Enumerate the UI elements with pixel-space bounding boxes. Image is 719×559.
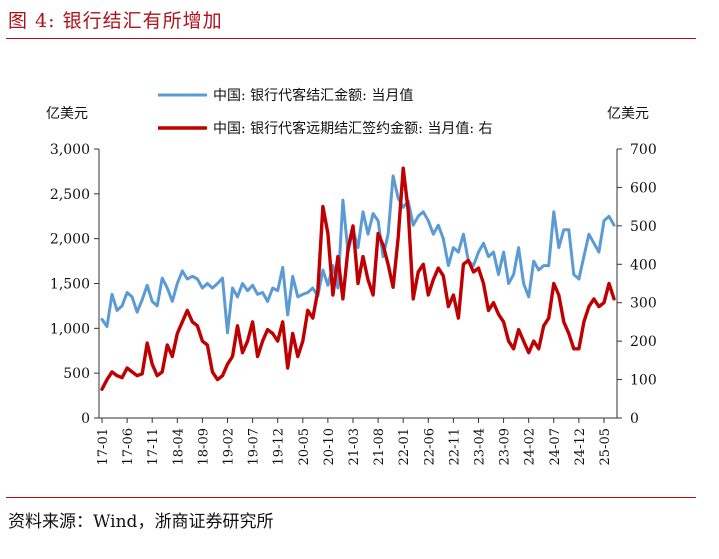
legend-label: 中国: 银行代客结汇金额: 当月值 <box>213 87 413 104</box>
title-rule <box>6 38 696 39</box>
x-tick-label: 17-11 <box>146 428 161 465</box>
x-tick-label: 18-09 <box>196 428 211 465</box>
x-tick-label: 20-05 <box>297 428 312 465</box>
figure-title: 图 4: 银行结汇有所增加 <box>8 10 223 32</box>
y-left-tick-label: 2,500 <box>50 187 90 203</box>
x-tick-label: 20-10 <box>322 428 337 465</box>
series-lines <box>100 166 616 391</box>
x-tick-label: 23-09 <box>498 428 513 465</box>
x-tick-label: 24-02 <box>523 428 538 465</box>
x-tick-label: 19-07 <box>247 428 262 465</box>
x-tick-label: 24-12 <box>573 428 588 465</box>
series-line-forward-settlement <box>100 166 616 391</box>
y-left-tick-label: 2,000 <box>50 232 90 248</box>
y-left-tick-label: 1,000 <box>50 321 90 337</box>
y-right-tick-label: 600 <box>630 180 657 196</box>
y-left-tick-label: 3,000 <box>50 142 90 158</box>
x-tick-label: 21-03 <box>347 428 362 465</box>
y-left-tick-label: 1,500 <box>50 277 90 293</box>
y-right-tick-label: 700 <box>630 142 657 158</box>
series-line-fx-settlement <box>100 174 616 335</box>
x-tick-label: 25-05 <box>598 428 613 465</box>
y-right-tick-label: 400 <box>630 257 657 273</box>
x-tick-label: 19-12 <box>272 428 287 465</box>
x-tick-label: 17-06 <box>121 428 136 465</box>
y-right-tick-label: 0 <box>630 411 639 427</box>
x-tick-label: 23-04 <box>472 428 487 465</box>
y-right-tick-label: 200 <box>630 334 657 350</box>
x-tick-label: 17-01 <box>96 428 111 465</box>
source-note: 资料来源：Wind，浙商证券研究所 <box>8 512 274 532</box>
y-left-label: 亿美元 <box>46 106 88 122</box>
axes: 0 500 1,000 1,500 2,000 2,500 3,000 0 100 200 300 4… <box>46 106 657 465</box>
y-right-tick-label: 300 <box>630 296 657 312</box>
y-right-label: 亿美元 <box>607 106 649 122</box>
x-tick-label: 19-02 <box>221 428 236 465</box>
x-tick-label: 22-11 <box>447 428 462 465</box>
y-left-tick-label: 500 <box>63 366 90 382</box>
source-rule <box>6 497 696 498</box>
x-tick-label: 22-01 <box>397 428 412 465</box>
x-tick-label: 24-07 <box>548 428 563 465</box>
y-right-tick-label: 100 <box>630 373 657 389</box>
legend-label: 中国: 银行代客远期结汇签约金额: 当月值: 右 <box>213 120 493 137</box>
x-tick-label: 22-06 <box>422 428 437 465</box>
x-tick-label: 21-08 <box>372 428 387 465</box>
y-right-tick-label: 500 <box>630 219 657 235</box>
x-tick-label: 18-04 <box>171 428 186 465</box>
y-left-tick-label: 0 <box>81 411 90 427</box>
